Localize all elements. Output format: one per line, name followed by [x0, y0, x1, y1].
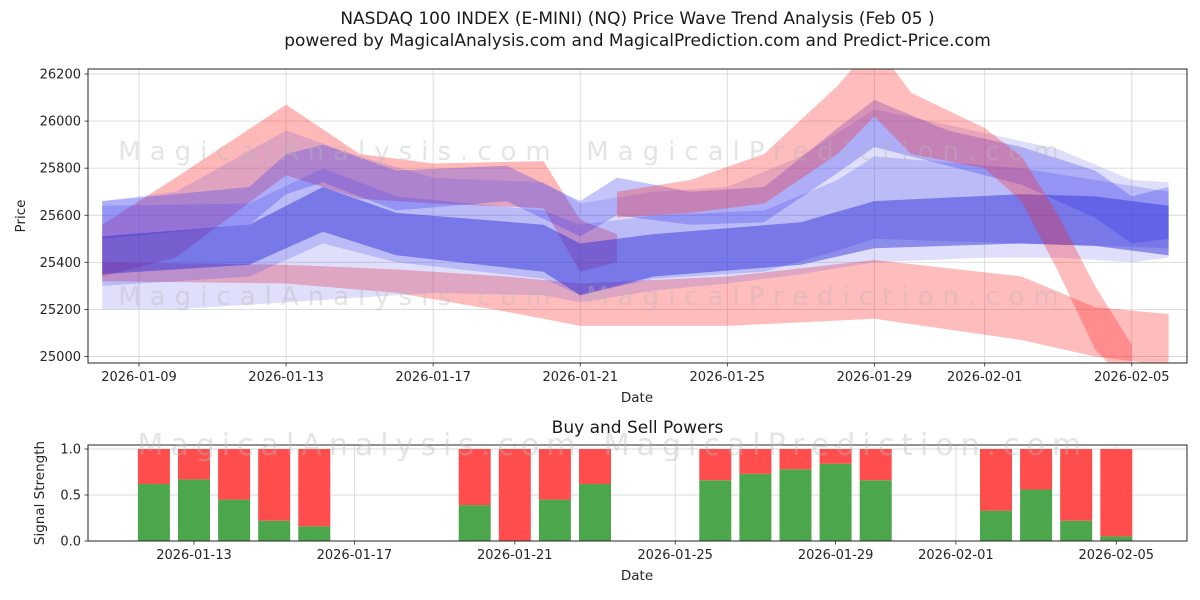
buy-bar [1100, 536, 1133, 541]
buy-bar [458, 505, 491, 541]
y-tick-label: 26000 [40, 115, 81, 130]
buy-bar [739, 473, 772, 541]
y-tick-label: 0.0 [60, 535, 81, 550]
wave-band-blue-mid-band [102, 156, 1169, 296]
buy-bar [980, 510, 1012, 541]
x-tick-label: 2026-01-25 [637, 548, 713, 563]
buy-bar [137, 483, 170, 541]
sell-bar [298, 449, 331, 527]
watermark-text: MagicalAnalysis.com [137, 428, 582, 463]
x-tick-label: 2026-01-29 [798, 548, 874, 563]
sell-bar [137, 449, 170, 484]
x-tick-label: 2026-01-09 [101, 370, 177, 385]
sell-bar [980, 449, 1012, 511]
x-tick-label: 2026-01-17 [395, 370, 471, 385]
y-tick-label: 25400 [40, 256, 81, 271]
x-tick-label: 2026-01-25 [690, 370, 766, 385]
buy-bar [779, 469, 812, 541]
buy-bar [819, 463, 852, 541]
x-tick-label: 2026-01-13 [156, 548, 232, 563]
buy-bar [1060, 520, 1093, 541]
sell-bar [1020, 449, 1053, 490]
watermark-text: MagicalPrediction.com [604, 428, 1089, 463]
figure-title: NASDAQ 100 INDEX (E-MINI) (NQ) Price Wav… [88, 8, 1187, 52]
sell-bar [779, 449, 812, 470]
sell-bar [458, 449, 491, 506]
x-tick-label: 2026-01-21 [542, 370, 618, 385]
watermark-text: MagicalAnalysis.com [118, 282, 559, 312]
sell-bar [739, 449, 772, 474]
sell-bar [699, 449, 732, 481]
buy-bar [1020, 489, 1053, 541]
buy-bar [178, 479, 210, 541]
date-axis-label-bottom: Date [620, 568, 654, 584]
sell-bar [859, 449, 892, 481]
wave-band-blue-upper-band [102, 99, 1169, 244]
buy-sell-powers-chart: 2026-01-13 2026-01-17 2026-01-21 2026-01-25… [60, 443, 1188, 563]
plot-border-bottom-chart [87, 444, 1188, 542]
buy-bar [218, 499, 251, 541]
sell-bar [498, 449, 531, 541]
y-tick-label: 25200 [40, 303, 81, 318]
sell-bar [538, 449, 571, 500]
buy-bar [298, 526, 331, 541]
price-wave-chart: 2026-01-09 2026-01-13 2026-01-17 2026-01-21… [40, 68, 1188, 385]
y-tick-label: 25000 [40, 350, 81, 365]
buy-bar [538, 499, 571, 541]
x-tick-label: 2026-02-01 [918, 548, 994, 563]
x-tick-label: 2026-02-01 [947, 370, 1023, 385]
x-tick-label: 2026-01-17 [317, 548, 393, 563]
watermark-text: MagicalAnalysis.com [118, 137, 559, 167]
wave-band-blue-envelope [102, 109, 1169, 310]
wave-band-red-left-peak [102, 104, 617, 277]
y-tick-label: 25800 [40, 162, 81, 177]
title-line-1: NASDAQ 100 INDEX (E-MINI) (NQ) Price Wav… [340, 9, 935, 29]
title-line-2: powered by MagicalAnalysis.com and Magic… [284, 31, 991, 51]
sell-bar [1060, 449, 1093, 521]
sell-bar [178, 449, 210, 480]
sell-bar [1100, 449, 1133, 537]
wave-band-red-lower-band [102, 260, 1169, 363]
buy-bar [859, 480, 892, 541]
sell-bar [579, 449, 611, 484]
signal-axis-label: Signal Strength [32, 440, 48, 546]
x-tick-label: 2026-01-13 [248, 370, 324, 385]
wave-band-blue-core-band [102, 187, 1169, 296]
x-tick-label: 2026-01-21 [477, 548, 553, 563]
buy-bar [258, 520, 291, 541]
x-tick-label: 2026-02-05 [1079, 548, 1155, 563]
date-axis-label-top: Date [620, 390, 654, 406]
y-tick-label: 0.5 [60, 489, 81, 504]
watermark-text: MagicalPrediction.com [586, 137, 1068, 167]
y-tick-label: 26200 [40, 68, 81, 83]
watermark-text: MagicalPrediction.com [586, 282, 1068, 312]
y-tick-label: 25600 [40, 209, 81, 224]
y-tick-label: 1.0 [60, 443, 81, 458]
x-tick-label: 2026-02-05 [1094, 370, 1170, 385]
sell-bar [819, 449, 852, 464]
x-tick-label: 2026-01-29 [837, 370, 913, 385]
price-axis-label: Price [13, 199, 29, 233]
sell-bar [218, 449, 251, 500]
plot-border-top-chart [87, 68, 1188, 364]
sell-bar [258, 449, 291, 521]
wave-band-red-spike-band [617, 69, 1132, 363]
buy-bar [579, 483, 611, 541]
bottom-chart-title: Buy and Sell Powers [551, 418, 724, 438]
buy-bar [699, 480, 732, 541]
